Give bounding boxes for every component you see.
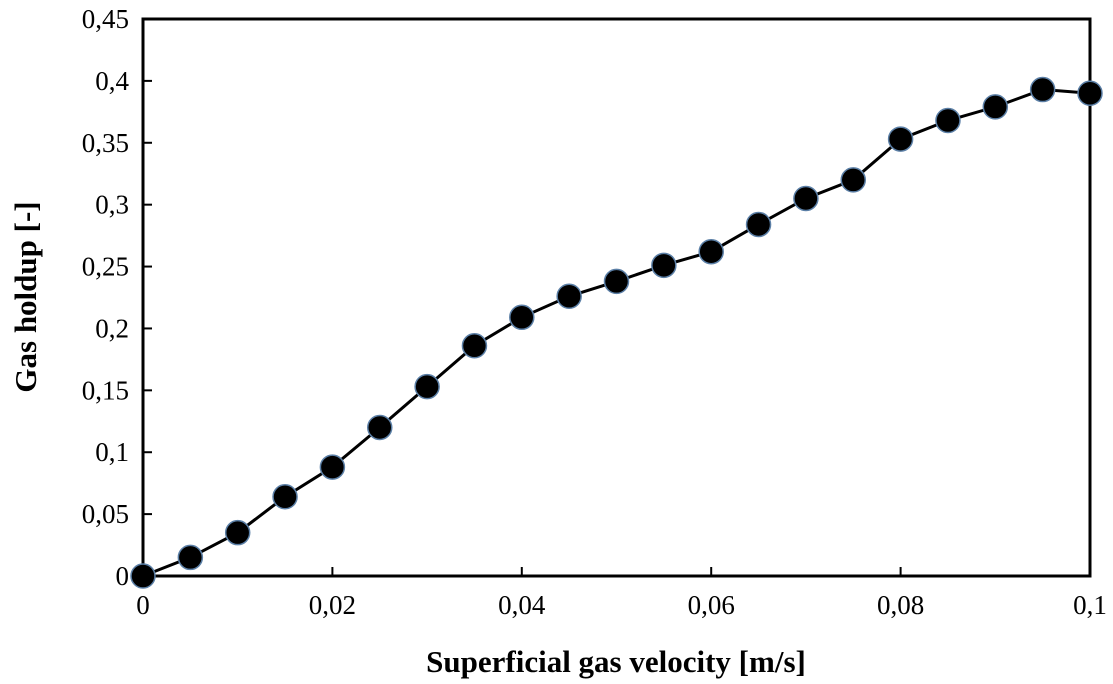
y-tick-label: 0,45 — [82, 4, 129, 34]
data-point — [319, 454, 346, 480]
data-point — [887, 126, 914, 152]
x-tick-label: 0,08 — [877, 590, 924, 620]
data-point — [461, 333, 488, 359]
data-point — [698, 238, 724, 265]
data-point — [651, 252, 677, 279]
data-point — [414, 373, 440, 400]
data-point — [840, 167, 866, 193]
data-point — [982, 94, 1009, 120]
plot-area — [141, 17, 1092, 578]
x-tick-label: 0,02 — [309, 590, 356, 620]
y-tick-label: 0,4 — [95, 66, 129, 96]
y-tick-label: 0,05 — [82, 499, 129, 529]
data-point — [1029, 76, 1056, 103]
x-tick-label: 0,06 — [688, 590, 735, 620]
y-tick-label: 0,25 — [82, 252, 129, 282]
data-point — [509, 304, 535, 331]
y-tick-label: 0,35 — [82, 128, 129, 158]
data-point — [556, 283, 582, 310]
series-layer — [130, 76, 1103, 589]
x-axis-ticks: 0 0,02 0,04 0,06 0,08 0,1 — [136, 567, 1107, 620]
data-point — [177, 544, 204, 571]
y-axis-title: Gas holdup [-] — [8, 201, 43, 392]
data-point — [745, 211, 772, 238]
data-point — [793, 185, 819, 212]
y-tick-label: 0,1 — [95, 437, 129, 467]
data-point — [935, 107, 961, 134]
x-axis-title: Superficial gas velocity [m/s] — [426, 644, 806, 679]
data-point — [1077, 80, 1103, 107]
y-axis-ticks: 0 0,05 0,1 0,15 0,2 0,25 0,3 0,35 0,4 0,45 — [82, 4, 152, 591]
x-tick-label: 0 — [136, 590, 150, 620]
data-point — [603, 268, 630, 295]
y-tick-label: 0,15 — [82, 375, 129, 405]
data-point — [367, 414, 393, 441]
x-tick-label: 0,04 — [498, 590, 546, 620]
y-tick-label: 0 — [116, 561, 130, 591]
data-point — [272, 484, 298, 510]
x-tick-label: 0,1 — [1073, 590, 1107, 620]
data-point — [224, 519, 251, 546]
data-point — [130, 563, 156, 589]
y-tick-label: 0,2 — [95, 313, 129, 343]
y-tick-label: 0,3 — [95, 190, 129, 220]
